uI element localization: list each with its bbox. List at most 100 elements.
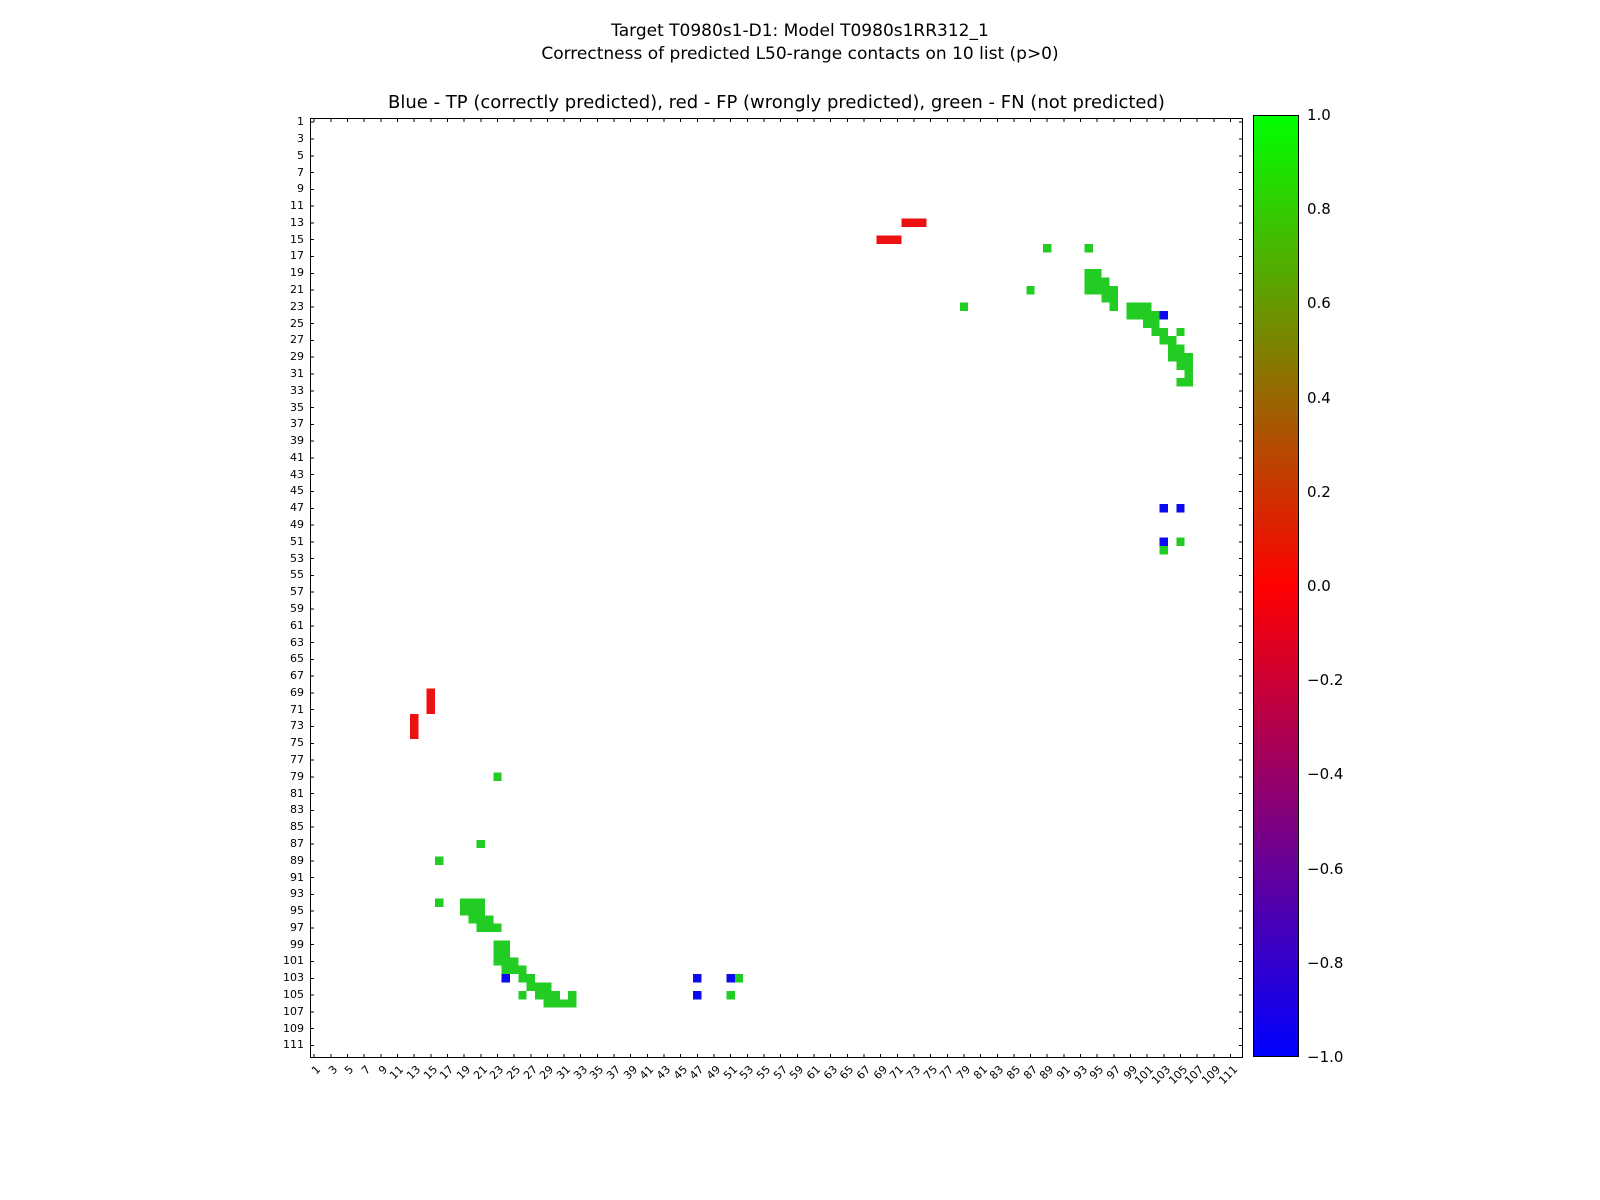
y-tick-label: 59: [290, 601, 304, 615]
contact-cell-fn: [1184, 369, 1194, 379]
y-tick-label: 23: [290, 299, 304, 313]
y-tick-label: 83: [290, 803, 304, 817]
contact-cell-fn: [493, 772, 502, 782]
contact-cell-fn: [1159, 336, 1169, 345]
contact-cell-tp: [501, 974, 510, 983]
contact-cell-fn: [1176, 537, 1185, 547]
contact-cell-fn: [1084, 269, 1094, 278]
y-tick-label: 67: [290, 669, 304, 683]
y-tick-label: 69: [290, 685, 304, 699]
y-tick-label: 61: [290, 618, 304, 632]
y-tick-label: 109: [283, 1021, 304, 1035]
contact-cell-fn: [468, 898, 477, 907]
colorbar-tick-label: 0.0: [1307, 577, 1331, 595]
y-tick-label: 35: [290, 400, 304, 414]
contact-cell-fp: [918, 218, 927, 228]
contact-cell-fn: [734, 974, 744, 983]
y-tick-label: 45: [290, 484, 304, 498]
y-tick-label: 15: [290, 232, 304, 246]
contact-cell-fn: [1101, 285, 1110, 295]
contact-cell-tp: [1159, 537, 1169, 547]
contact-cell-fn: [551, 990, 560, 1000]
y-tick-label: 31: [290, 366, 304, 380]
contact-cell-fn: [493, 923, 502, 933]
contact-cell-fn: [568, 999, 577, 1008]
y-tick-label: 63: [290, 635, 304, 649]
contact-cell-fn: [501, 957, 510, 966]
y-tick-label: 99: [290, 937, 304, 951]
contact-cell-fn: [476, 839, 485, 849]
contact-cell-fn: [518, 974, 527, 983]
x-tick-label: 1: [309, 1063, 324, 1078]
colorbar-tick-label: 0.2: [1307, 482, 1331, 501]
contact-cell-fp: [409, 730, 419, 740]
contact-cell-fn: [434, 856, 444, 865]
y-tick-label: 13: [290, 215, 304, 229]
contact-cell-fn: [1176, 344, 1185, 353]
y-tick-label: 43: [290, 467, 304, 481]
x-tick-label: 7: [359, 1063, 374, 1078]
y-tick-label: 49: [290, 518, 304, 532]
y-tick-label: 91: [290, 870, 304, 884]
colorbar-tick-label: 0.6: [1307, 294, 1331, 313]
contact-cell-fn: [1134, 302, 1144, 312]
contact-cell-fn: [1109, 285, 1119, 295]
contact-cell-tp: [1176, 504, 1185, 513]
contact-cell-fn: [1184, 361, 1194, 370]
contact-cell-fn: [476, 915, 485, 924]
y-tick-label: 81: [290, 786, 304, 800]
contact-cell-fn: [476, 898, 485, 907]
contact-cell-fn: [1126, 302, 1135, 312]
contact-cell-fn: [518, 965, 527, 975]
y-tick-label: 105: [283, 988, 304, 1002]
contact-cell-fn: [1143, 319, 1152, 328]
y-tick-label: 33: [290, 383, 304, 397]
contact-cell-fn: [1159, 327, 1169, 337]
contact-cell-fn: [1084, 243, 1094, 253]
x-tick-label: 5: [342, 1063, 357, 1078]
contact-cell-fn: [1093, 277, 1102, 286]
contact-cell-tp: [1159, 504, 1169, 513]
contact-cell-fn: [476, 923, 485, 933]
contact-cell-fn: [1026, 285, 1035, 295]
y-tick-label: 5: [297, 148, 304, 162]
y-tick-label: 87: [290, 836, 304, 850]
contact-cell-fn: [1109, 302, 1119, 312]
y-tick-label: 89: [290, 853, 304, 867]
y-tick-label: 97: [290, 920, 304, 934]
contact-cell-fn: [1176, 378, 1185, 387]
contact-cell-fn: [568, 990, 577, 1000]
suptitle-line2: Correctness of predicted L50-range conta…: [541, 44, 1059, 64]
contact-cell-fn: [1101, 277, 1110, 286]
contact-cell-fn: [726, 990, 735, 1000]
contact-cell-tp: [1159, 311, 1169, 320]
contact-cell-fn: [526, 974, 535, 983]
contact-cell-fn: [501, 948, 510, 958]
contact-cell-fp: [909, 218, 919, 228]
y-tick-label: 93: [290, 887, 304, 901]
axes-title: Blue - TP (correctly predicted), red - F…: [388, 92, 1165, 113]
contact-cell-fn: [493, 948, 502, 958]
contact-cell-fn: [534, 982, 544, 991]
contact-cell-fn: [509, 957, 519, 966]
colorbar-tick-label: 0.4: [1307, 388, 1331, 407]
contact-cell-fp: [426, 697, 435, 706]
contact-cell-fn: [434, 898, 444, 907]
contact-cell-fn: [509, 965, 519, 975]
contact-cell-fn: [1176, 327, 1185, 337]
contact-cell-fn: [1093, 269, 1102, 278]
y-tick-label: 11: [290, 199, 304, 213]
y-tick-label: 107: [283, 1004, 304, 1018]
contact-cell-fn: [1134, 311, 1144, 320]
y-tick-label: 55: [290, 568, 304, 582]
y-tick-label: 21: [290, 283, 304, 297]
y-tick-label: 65: [290, 652, 304, 666]
suptitle-line1: Target T0980s1-D1: Model T0980s1RR312_1: [611, 21, 989, 41]
contact-cell-fn: [1084, 285, 1094, 295]
y-tick-label: 3: [297, 131, 304, 145]
y-tick-label: 9: [297, 182, 304, 196]
contact-cell-fn: [1109, 294, 1119, 303]
y-tick-label: 17: [290, 249, 304, 263]
contact-cell-fn: [1151, 311, 1160, 320]
